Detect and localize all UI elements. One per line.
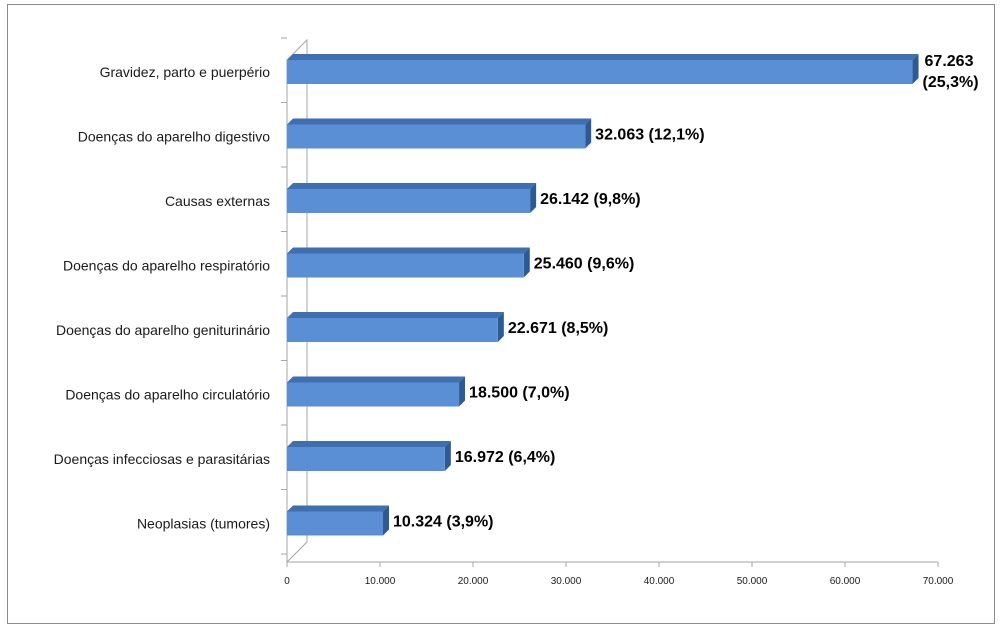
bar <box>287 253 524 278</box>
bar-top-face <box>287 183 537 189</box>
bar-top-face <box>287 54 919 60</box>
bar <box>287 382 460 407</box>
data-label: (25,3%) <box>923 74 979 91</box>
bar-top-face <box>287 247 530 254</box>
bar <box>287 447 445 471</box>
bar-side-face <box>912 54 919 84</box>
bar-top-face <box>287 312 504 318</box>
category-label: Causas externas <box>165 193 270 209</box>
category-label: Doenças do aparelho circulatório <box>65 387 270 403</box>
x-tick-label: 40.000 <box>644 576 675 587</box>
bar <box>287 124 586 149</box>
bar-top-face <box>287 376 466 383</box>
bar-top-face <box>287 505 390 512</box>
bar-side-face <box>523 247 530 278</box>
data-label: 25.460 (9,6%) <box>534 256 635 273</box>
bar <box>287 189 531 213</box>
bar <box>287 318 498 342</box>
x-tick-label: 70.000 <box>923 576 954 587</box>
x-tick-label: 30.000 <box>551 576 582 587</box>
data-label: 67.263 <box>925 53 974 70</box>
bar <box>287 511 384 536</box>
data-label: 26.142 (9,8%) <box>540 191 641 208</box>
category-label: Doenças do aparelho digestivo <box>78 129 270 145</box>
bar-side-face <box>459 376 466 407</box>
category-label: Doenças do aparelho respiratório <box>63 258 270 274</box>
data-label: 22.671 (8,5%) <box>508 320 609 337</box>
x-tick-label: 20.000 <box>458 576 489 587</box>
bar-top-face <box>287 441 451 447</box>
category-label: Gravidez, parto e puerpério <box>100 64 271 80</box>
bar-side-face <box>530 183 537 213</box>
bar <box>287 60 913 84</box>
axis-left-wall <box>286 38 308 564</box>
data-label: 16.972 (6,4%) <box>455 449 556 466</box>
bar-side-face <box>383 505 390 536</box>
x-tick-label: 50.000 <box>737 576 768 587</box>
bar-side-face <box>497 312 504 342</box>
data-label: 10.324 (3,9%) <box>393 514 494 531</box>
bar-side-face <box>585 118 592 149</box>
data-label: 32.063 (12,1%) <box>595 127 704 144</box>
data-label: 18.500 (7,0%) <box>469 385 570 402</box>
bar-side-face <box>444 441 451 471</box>
category-label: Doenças infecciosas e parasitárias <box>54 451 270 467</box>
x-tick-label: 0 <box>284 576 290 587</box>
category-label: Doenças do aparelho geniturinário <box>56 322 270 338</box>
x-tick-label: 10.000 <box>365 576 396 587</box>
x-tick-label: 60.000 <box>830 576 861 587</box>
bar-top-face <box>287 118 592 125</box>
category-label: Neoplasias (tumores) <box>137 516 270 532</box>
